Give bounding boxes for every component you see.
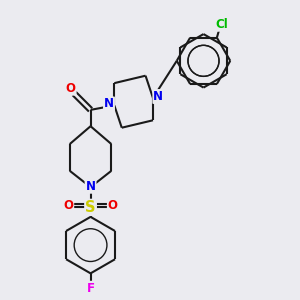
Text: O: O	[63, 200, 73, 212]
Text: N: N	[85, 180, 96, 193]
Text: O: O	[66, 82, 76, 95]
Text: S: S	[85, 200, 96, 215]
Text: N: N	[104, 98, 114, 110]
Text: O: O	[108, 200, 118, 212]
Text: F: F	[87, 282, 94, 295]
Text: Cl: Cl	[215, 18, 228, 31]
Text: N: N	[153, 90, 163, 103]
